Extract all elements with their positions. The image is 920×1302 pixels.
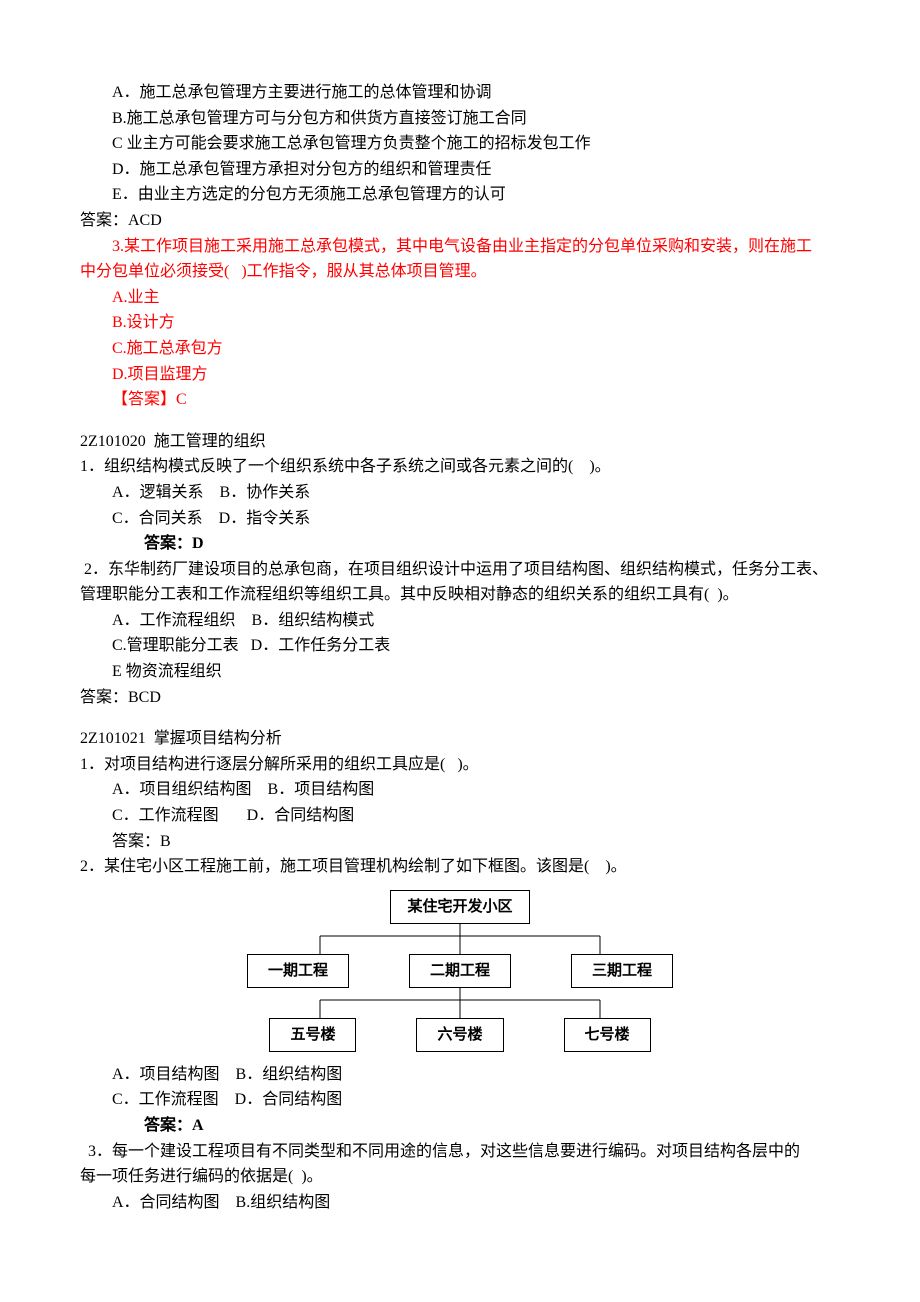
answer-line: 【答案】C	[80, 387, 840, 413]
diagram-node-bot-3: 七号楼	[564, 1018, 651, 1052]
option-B: B.施工总承包管理方可与分包方和供货方直接签订施工合同	[80, 106, 840, 132]
question-2-stem: 2．某住宅小区工程施工前，施工项目管理机构绘制了如下框图。该图是( )。	[80, 854, 840, 880]
option-row-2: C．工作流程图 D．合同结构图	[80, 803, 840, 829]
spacer	[80, 413, 840, 429]
answer-line: 答案：BCD	[80, 685, 840, 711]
option-row-3: E 物资流程组织	[80, 659, 840, 685]
option-row-1: A．项目组织结构图 B．项目结构图	[80, 777, 840, 803]
option-B: B.设计方	[80, 310, 840, 336]
diagram-connector-2	[270, 988, 650, 1018]
option-row-2: C．工作流程图 D．合同结构图	[80, 1087, 840, 1113]
project-structure-diagram: 某住宅开发小区 一期工程 二期工程 三期工程 五号楼 六号楼 七号楼	[230, 890, 690, 1052]
option-row-1: A．项目结构图 B．组织结构图	[80, 1062, 840, 1088]
diagram-connector-1	[270, 924, 650, 954]
diagram-node-top: 某住宅开发小区	[390, 890, 529, 924]
question-1-stem: 1．组织结构模式反映了一个组织系统中各子系统之间或各元素之间的( )。	[80, 454, 840, 480]
diagram-node-mid-3: 三期工程	[571, 954, 673, 988]
spacer	[80, 710, 840, 726]
answer-line: 答案：B	[80, 829, 840, 855]
option-row-2: C．合同关系 D．指令关系	[80, 506, 840, 532]
option-D: D．施工总承包管理方承担对分包方的组织和管理责任	[80, 157, 840, 183]
question-3-stem-line2: 中分包单位必须接受( )工作指令，服从其总体项目管理。	[80, 259, 840, 285]
diagram-node-bot-1: 五号楼	[269, 1018, 356, 1052]
diagram-node-mid-2: 二期工程	[409, 954, 511, 988]
option-C: C.施工总承包方	[80, 336, 840, 362]
option-A: A．施工总承包管理方主要进行施工的总体管理和协调	[80, 80, 840, 106]
option-row-1: A．逻辑关系 B．协作关系	[80, 480, 840, 506]
option-row-2: C.管理职能分工表 D．工作任务分工表	[80, 633, 840, 659]
option-D: D.项目监理方	[80, 362, 840, 388]
option-A: A.业主	[80, 285, 840, 311]
diagram-node-bot-2: 六号楼	[416, 1018, 503, 1052]
question-3-stem-line1: 3．每一个建设工程项目有不同类型和不同用途的信息，对这些信息要进行编码。对项目结…	[80, 1139, 840, 1165]
option-C: C 业主方可能会要求施工总承包管理方负责整个施工的招标发包工作	[80, 131, 840, 157]
section-title-021: 2Z101021 掌握项目结构分析	[80, 726, 840, 752]
question-1-stem: 1．对项目结构进行逐层分解所采用的组织工具应是( )。	[80, 752, 840, 778]
question-3-stem-line2: 每一项任务进行编码的依据是( )。	[80, 1164, 840, 1190]
section-title-020: 2Z101020 施工管理的组织	[80, 429, 840, 455]
answer-line: 答案：D	[80, 531, 840, 557]
option-E: E．由业主方选定的分包方无须施工总承包管理方的认可	[80, 182, 840, 208]
question-2-stem-line2: 管理职能分工表和工作流程组织等组织工具。其中反映相对静态的组织关系的组织工具有(…	[80, 582, 840, 608]
question-3-stem-line1: 3.某工作项目施工采用施工总承包模式，其中电气设备由业主指定的分包单位采购和安装…	[80, 234, 840, 260]
answer-line: 答案：ACD	[80, 208, 840, 234]
diagram-node-mid-1: 一期工程	[247, 954, 349, 988]
question-2-stem-line1: 2．东华制药厂建设项目的总承包商，在项目组织设计中运用了项目结构图、组织结构模式…	[80, 557, 840, 583]
option-row-1: A．合同结构图 B.组织结构图	[80, 1190, 840, 1216]
answer-line: 答案：A	[80, 1113, 840, 1139]
option-row-1: A．工作流程组织 B．组织结构模式	[80, 608, 840, 634]
